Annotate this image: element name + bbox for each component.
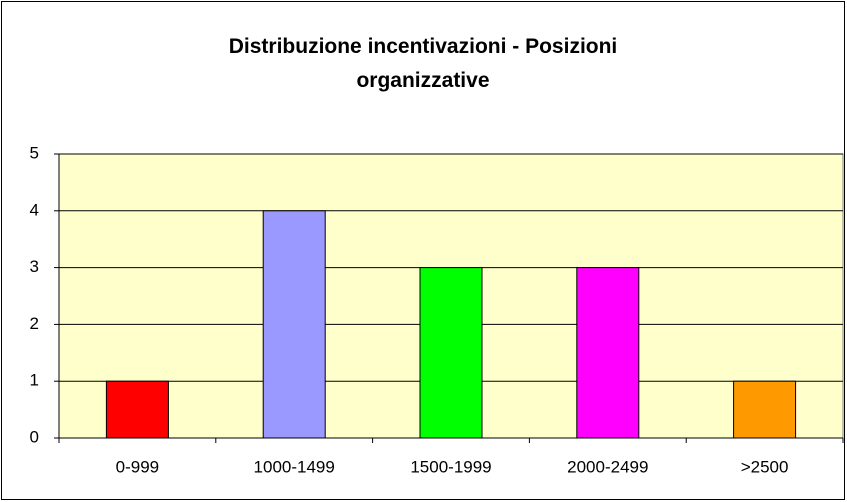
x-tick-label: >2500 [741,457,789,476]
y-tick-label: 1 [30,371,39,390]
y-tick-label: 3 [30,257,39,276]
x-tick-label: 1500-1999 [410,457,491,476]
chart-title: Distribuzione incentivazioni - Posizioni… [228,35,618,92]
y-tick-label: 0 [30,427,39,446]
bar [262,210,326,439]
bar [576,267,640,439]
y-tick-label: 2 [30,314,39,333]
bar [419,267,483,439]
bar [105,380,169,439]
y-tick-label: 4 [30,200,39,219]
x-tick-label: 0-999 [116,457,159,476]
y-tick-label: 5 [30,143,39,162]
x-tick-label: 2000-2499 [567,457,648,476]
x-tick-label: 1000-1499 [254,457,335,476]
bar [733,380,797,439]
